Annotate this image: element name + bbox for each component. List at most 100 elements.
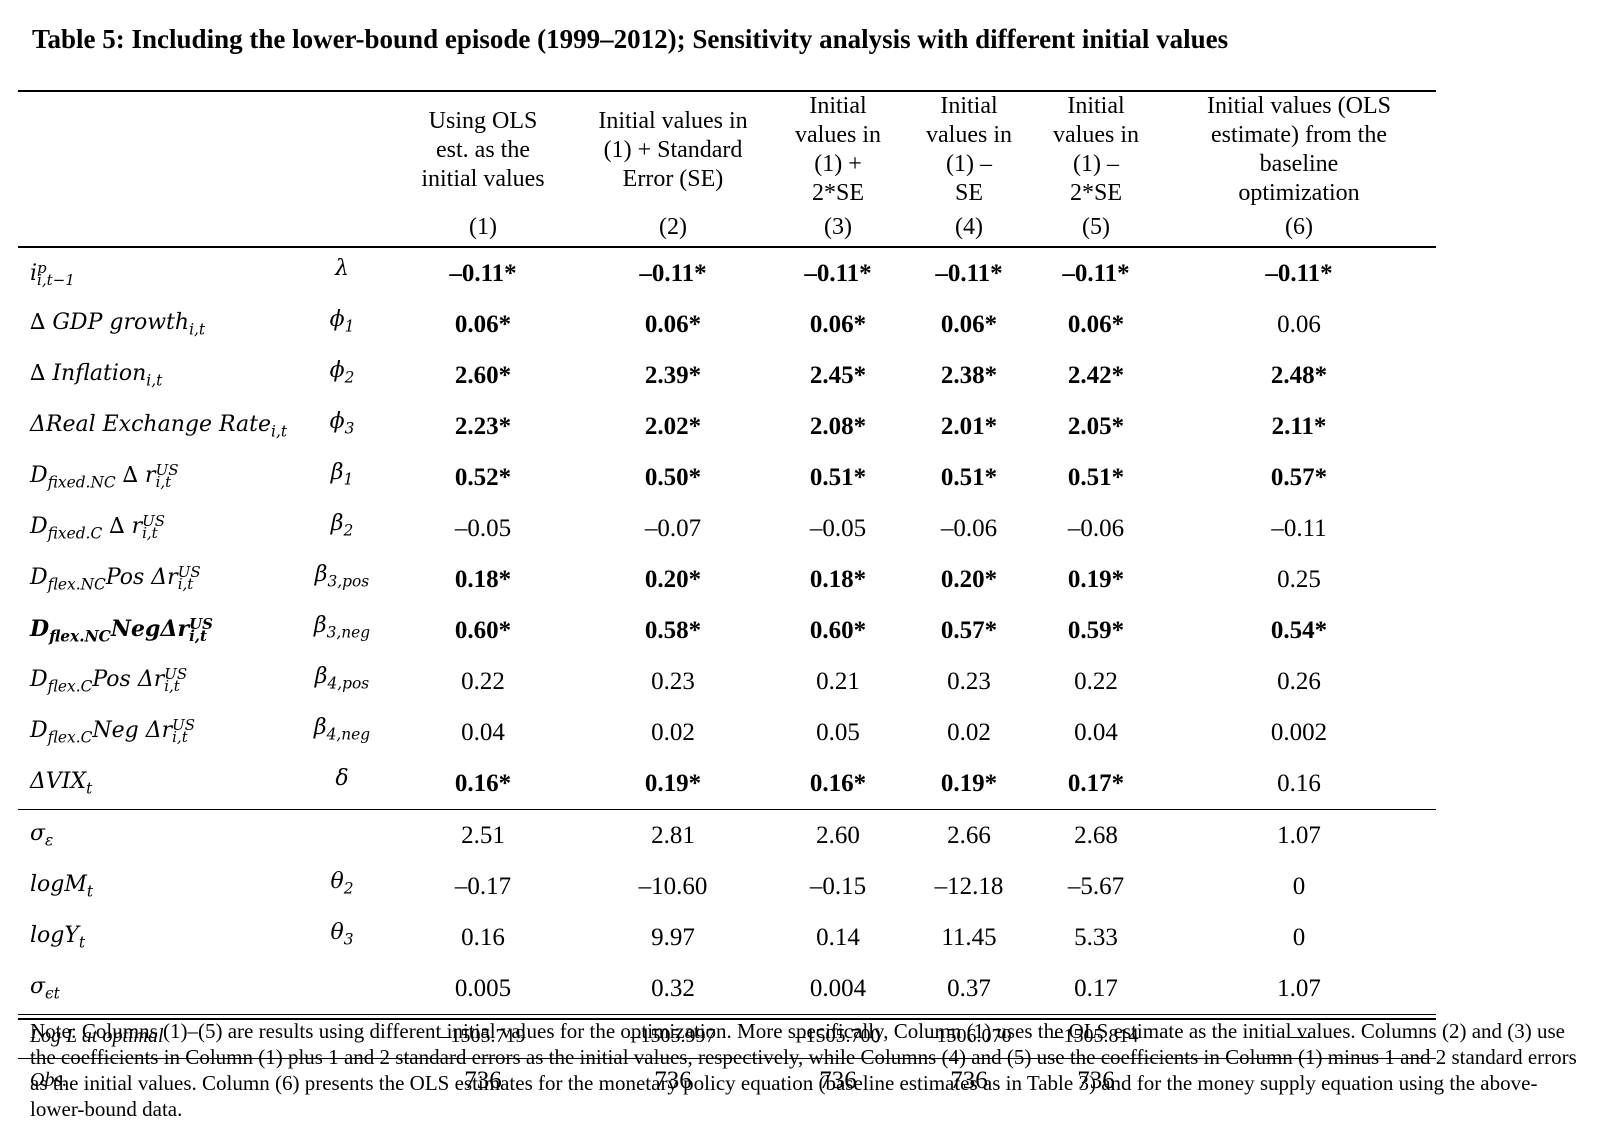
coef-row: Dfixed.NC ∆ r US i,t β1 0.52* 0.50* 0.51* 0.51*… (18, 452, 1436, 503)
value-cell: 0.14 (816, 923, 860, 951)
column-header-line: initial values (421, 165, 545, 192)
label-sub: t (78, 933, 86, 952)
row-label: logYt (18, 912, 296, 963)
value-cell: 0.06* (940, 310, 998, 338)
value-cell: 0.54* (1270, 616, 1328, 644)
param-symbol: ϕ1 (329, 307, 355, 336)
coef-row: Dfixed.C ∆ r US i,t β2 –0.05 –0.07 –0.05 –0.06 –… (18, 503, 1436, 554)
value-cell: 2.38* (940, 361, 998, 389)
sigma-row: logMt θ2 –0.17 –10.60 –0.15 –12.18 –5.67 0 (18, 861, 1436, 912)
value-cell: 1.07 (1277, 974, 1321, 1002)
label-sub: fixed.C (47, 524, 103, 543)
header-blank (18, 92, 296, 208)
value-cell: 0.06 (1277, 310, 1321, 338)
value-cell: 0.17* (1067, 769, 1125, 797)
row-label-text: i p i,t−1 (30, 259, 75, 289)
value-cell: 0.05 (816, 718, 860, 746)
label-subsup: US i,t (177, 563, 201, 594)
row-label: logMt (18, 861, 296, 912)
column-header-line: optimization (1238, 180, 1360, 206)
value-cell: 0.002 (1270, 718, 1328, 746)
label-sub: flex.NC (47, 575, 106, 594)
column-header: Initial values in (1) – SE (908, 92, 1030, 208)
row-label: Obs. (18, 1058, 296, 1102)
value-cell: 0.23 (947, 667, 991, 695)
value-cell: 0.04 (1074, 718, 1118, 746)
value-cell: 0.20* (940, 565, 998, 593)
param-symbol: β4,pos (314, 664, 370, 693)
value-cell: 0.06* (644, 310, 702, 338)
column-header-line: 2*SE (1069, 180, 1122, 206)
column-header-line: baseline (1259, 151, 1339, 177)
value-cell: 2.51 (388, 809, 578, 861)
column-header-line: Initial values (OLS (1207, 93, 1391, 119)
column-header: Initial values in (1) + 2*SE (768, 92, 908, 208)
row-label-text: logMt (30, 872, 94, 901)
value-cell: 2.02* (644, 412, 702, 440)
column-header: Initial values in (1) + Standard Error (SE… (578, 92, 768, 208)
row-label: Dfixed.NC ∆ r US i,t (18, 452, 296, 503)
results-table: Using OLS est. as the initial values Initia… (18, 92, 1436, 1102)
param-symbol: β3,neg (313, 613, 371, 642)
column-header-line: Using OLS (428, 107, 538, 134)
column-header-line: Initial (940, 93, 998, 119)
value-cell: 0.04 (461, 718, 505, 746)
value-cell: 0.02 (947, 718, 991, 746)
label-sub: flex.NC (49, 627, 111, 646)
value-cell: 0.06* (454, 310, 512, 338)
value-cell: 2.48* (1270, 361, 1328, 389)
value-cell: –1506.070 (908, 1014, 1030, 1059)
param-symbol: θ2 (330, 869, 354, 898)
param-symbol: β2 (330, 511, 354, 540)
value-cell: 0.25 (1277, 565, 1321, 593)
row-label: i p i,t−1 (18, 246, 296, 299)
top-rule (18, 90, 1436, 92)
label-sub: fixed.NC (47, 473, 116, 492)
value-cell: –0.05 (809, 514, 867, 542)
row-label: σϵt (18, 963, 296, 1015)
label-sub: flex.C (47, 728, 93, 747)
sigma-row: σϵt 0.005 0.32 0.004 0.37 0.17 1.07 (18, 963, 1436, 1015)
value-cell: 0.52* (454, 463, 512, 491)
value-cell: 0.51* (1067, 463, 1125, 491)
param-symbol: β3,pos (314, 562, 370, 591)
column-header: Using OLS est. as the initial values (388, 92, 578, 208)
value-cell: 2.66 (908, 809, 1030, 861)
value-cell: 2.81 (578, 809, 768, 861)
value-cell: 0 (1292, 872, 1306, 900)
value-cell: 0.16 (461, 923, 505, 951)
param-symbol (296, 963, 388, 1015)
label-subsup: p i,t−1 (37, 259, 75, 289)
column-number: (1) (469, 213, 497, 240)
row-label: Log L at optimal (18, 1014, 296, 1059)
value-cell: 2.60 (768, 809, 908, 861)
value-cell: –0.17 (454, 872, 512, 900)
value-cell: 0.06* (1067, 310, 1125, 338)
value-cell: 11.45 (941, 923, 997, 951)
value-cell: 5.33 (1074, 923, 1118, 951)
value-cell: 0.02 (651, 718, 695, 746)
value-cell: 2.45* (809, 361, 867, 389)
value-cell: 0.18* (454, 565, 512, 593)
value-cell: 0.22 (461, 667, 505, 695)
value-cell: –0.11* (768, 246, 908, 299)
table-note: Note: Columns (1)–(5) are results using … (30, 1019, 1577, 1121)
value-cell: –0.07 (644, 514, 702, 542)
value-cell: –5.67 (1067, 872, 1125, 900)
coef-row: ∆ Inflationi,t ϕ2 2.60* 2.39* 2.45* 2.38* 2.42… (18, 350, 1436, 401)
label-sub: ϵt (45, 984, 60, 1003)
value-cell: 9.97 (651, 923, 695, 951)
header-row: Using OLS est. as the initial values Initia… (18, 92, 1436, 208)
param-symbol: β1 (330, 460, 354, 489)
value-cell: 0.005 (454, 974, 512, 1002)
label-subsup: US i,t (142, 512, 166, 543)
bottom-rule (18, 1018, 1436, 1020)
value-cell: –1505.997 (578, 1014, 768, 1059)
coef-row: Dflex.CNeg Δr US i,t β4,neg 0.04 0.02 0.05 0.02… (18, 707, 1436, 758)
value-cell: –0.11 (1271, 514, 1327, 542)
value-cell: 0.16 (1277, 769, 1321, 797)
column-header-line: values in (1053, 122, 1139, 148)
value-cell: 2.05* (1067, 412, 1125, 440)
column-header-line: (1) + (814, 151, 862, 177)
column-header-line: (1) – (946, 151, 992, 177)
